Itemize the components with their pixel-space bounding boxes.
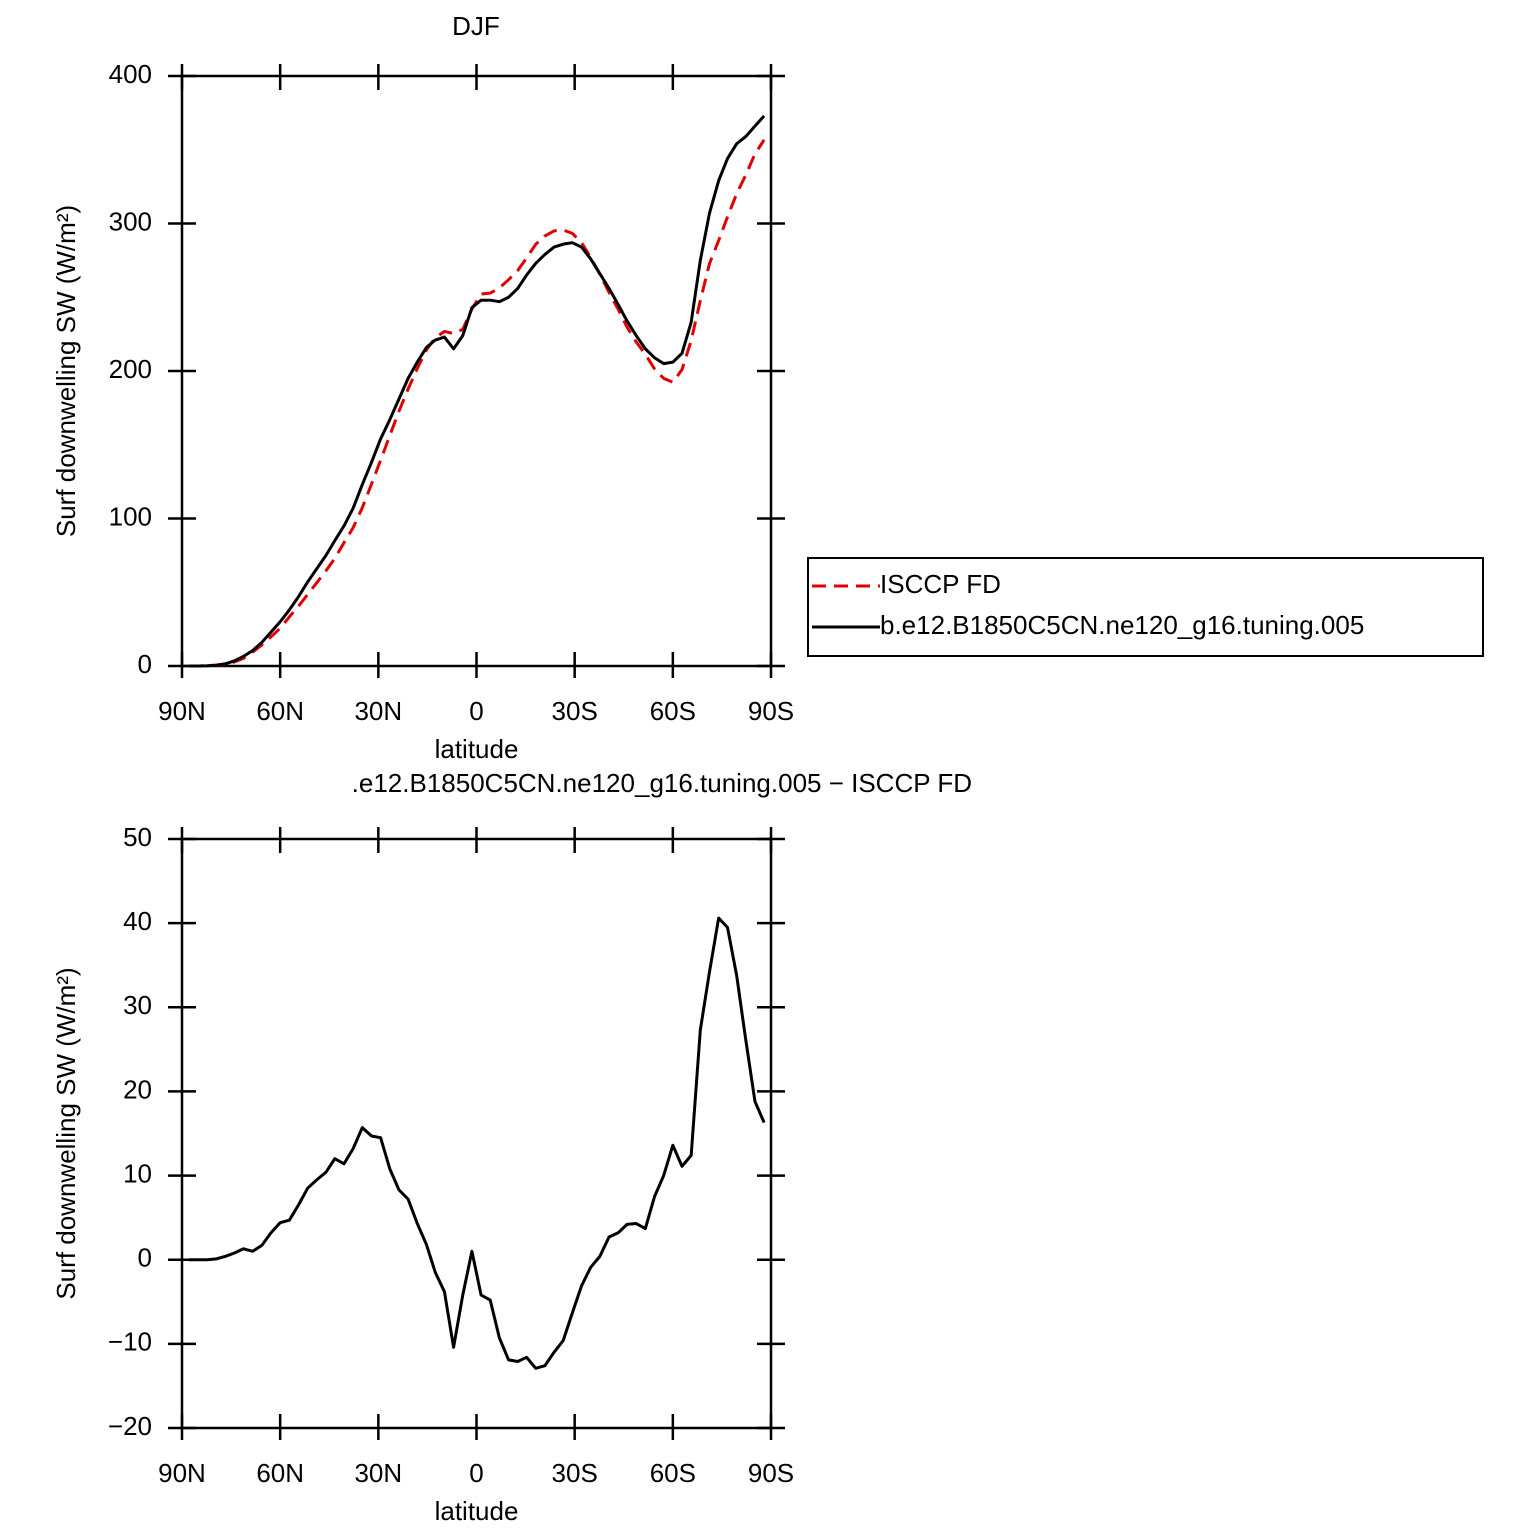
legend-box	[807, 557, 1484, 657]
x-tick-label: 30N	[354, 1458, 402, 1488]
data-line	[188, 114, 766, 668]
x-tick-label: 0	[469, 696, 483, 726]
chart-title: .e12.B1850C5CN.ne120_g16.tuning.005 − IS…	[352, 768, 972, 798]
x-tick-label: 60S	[650, 1458, 696, 1488]
x-tick-label: 60S	[650, 696, 696, 726]
y-tick-label: 400	[109, 59, 152, 89]
x-tick-label: 90S	[748, 1458, 794, 1488]
legend-label: ISCCP FD	[880, 569, 1001, 599]
y-axis-label: Surf downwelling SW (W/m²)	[51, 967, 81, 1299]
y-tick-label: 0	[138, 1243, 152, 1273]
x-axis-label: latitude	[435, 1496, 519, 1526]
y-tick-label: 0	[138, 649, 152, 679]
y-tick-label: 100	[109, 501, 152, 531]
x-tick-label: 30S	[552, 696, 598, 726]
x-tick-label: 30N	[354, 696, 402, 726]
y-axis-label: Surf downwelling SW (W/m²)	[51, 205, 81, 537]
y-tick-label: 20	[123, 1074, 152, 1104]
y-tick-label: 40	[123, 906, 152, 936]
legend-label: b.e12.B1850C5CN.ne120_g16.tuning.005	[880, 610, 1364, 640]
y-tick-label: −20	[108, 1411, 152, 1441]
x-tick-label: 0	[469, 1458, 483, 1488]
data-line	[188, 916, 766, 1370]
x-axis-label: latitude	[435, 734, 519, 764]
x-tick-label: 30S	[552, 1458, 598, 1488]
data-line	[188, 139, 766, 668]
y-tick-label: 30	[123, 990, 152, 1020]
x-tick-label: 60N	[256, 696, 304, 726]
x-tick-label: 90N	[158, 696, 206, 726]
x-tick-label: 90S	[748, 696, 794, 726]
y-tick-label: −10	[108, 1327, 152, 1357]
y-tick-label: 200	[109, 354, 152, 384]
y-tick-label: 50	[123, 822, 152, 852]
x-tick-label: 90N	[158, 1458, 206, 1488]
y-tick-label: 10	[123, 1158, 152, 1188]
chart-title: DJF	[452, 11, 500, 41]
plot-frame	[180, 837, 773, 1430]
x-tick-label: 60N	[256, 1458, 304, 1488]
y-tick-label: 300	[109, 206, 152, 236]
